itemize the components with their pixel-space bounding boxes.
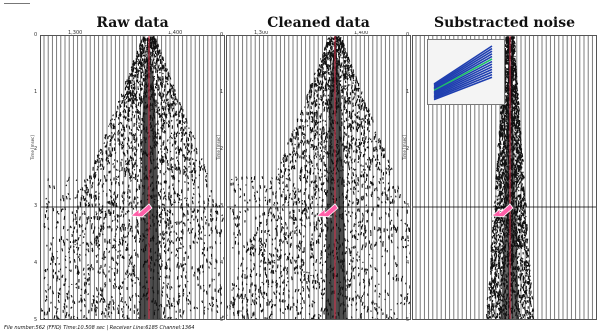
panel-title: Raw data <box>40 14 225 32</box>
time-tick-label: 4 <box>34 260 38 266</box>
seismic-plot <box>41 36 224 319</box>
time-tick-label: 0 <box>220 32 224 38</box>
receiver-line <box>433 58 493 92</box>
receiver-line <box>433 60 493 93</box>
wiggle-traces <box>41 36 224 319</box>
receiver-line <box>433 47 493 86</box>
energy-core-shape <box>139 38 161 319</box>
seismic-noise <box>227 36 410 319</box>
time-tick-label: 0 <box>34 32 38 38</box>
seismic-plot <box>227 36 410 319</box>
time-tick-label: 1 <box>406 89 410 95</box>
time-tick-label: 3 <box>220 203 224 209</box>
cdp-label: 1,300 <box>254 30 269 36</box>
cdp-label: 1,400 <box>354 30 369 36</box>
status-bar: File number:562 (FFID) Time:10.508 sec |… <box>4 325 195 331</box>
panel-substracted-noise: Substracted noise <box>412 13 597 326</box>
receiver-line <box>433 68 493 97</box>
time-tick-label: 3 <box>406 203 410 209</box>
time-tick-label: 4 <box>220 260 224 266</box>
time-tick-label: 2 <box>220 146 224 152</box>
cdp-label: 1,300 <box>68 30 83 36</box>
energy-core <box>325 38 347 319</box>
seismic-plot <box>413 36 596 319</box>
panel-title: Substracted noise <box>412 14 597 32</box>
receiver-line <box>433 53 493 89</box>
receiver-line <box>433 50 493 88</box>
receiver-line <box>433 76 493 101</box>
pink-pointer-arrow-icon <box>491 203 514 218</box>
geometry-map-icon <box>428 40 504 104</box>
receiver-line <box>433 45 493 85</box>
panel-title: Cleaned data <box>226 14 411 32</box>
time-tick-label: 0 <box>406 32 410 38</box>
pink-pointer-arrow-icon <box>130 203 153 218</box>
receiver-line <box>433 63 493 94</box>
toolbar-tab <box>4 0 30 4</box>
panel-raw-data: Raw data 1,300 1,400 <box>40 13 225 326</box>
time-tick-label: 4 <box>406 260 410 266</box>
seismic-noise <box>41 36 224 319</box>
energy-core-shape <box>325 38 347 319</box>
time-tick-label: 2 <box>34 146 38 152</box>
acquisition-geometry-inset <box>427 39 505 105</box>
panel-cleaned-data: Cleaned data 1,300 1,400 <box>226 13 411 326</box>
time-tick-label: 5 <box>406 317 410 323</box>
receiver-line <box>433 73 493 100</box>
wiggle-traces <box>227 36 410 319</box>
time-tick-label: 1 <box>34 89 38 95</box>
time-tick-label: 5 <box>34 317 38 323</box>
energy-core <box>139 38 161 319</box>
receiver-line <box>433 71 493 98</box>
time-tick-label: 5 <box>220 317 224 323</box>
receiver-line <box>433 66 493 96</box>
cdp-label: 1,400 <box>168 30 183 36</box>
seismic-trace-display[interactable] <box>226 35 411 320</box>
pink-pointer-arrow-icon <box>316 203 339 218</box>
time-tick-label: 1 <box>220 89 224 95</box>
seismic-trace-display[interactable] <box>40 35 225 320</box>
receiver-line <box>433 55 493 90</box>
time-tick-label: 2 <box>406 146 410 152</box>
time-tick-label: 3 <box>34 203 38 209</box>
